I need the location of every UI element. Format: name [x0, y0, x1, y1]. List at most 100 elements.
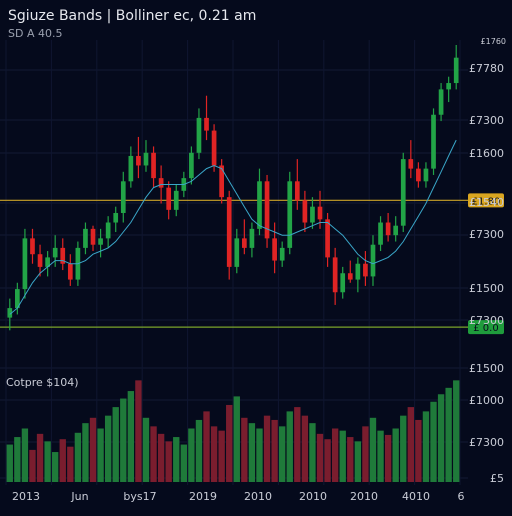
x-tick-label: 2010 [299, 490, 327, 503]
candle-body [302, 200, 308, 223]
candle-body [22, 238, 28, 290]
volume-bar [377, 430, 384, 482]
candle-body [173, 190, 179, 210]
volume-bar [127, 391, 135, 482]
candle-body [45, 257, 50, 267]
candle-body [453, 57, 459, 84]
volume-bar [44, 441, 51, 482]
volume-bar [271, 419, 278, 482]
candle-body [347, 273, 353, 280]
candle-body [15, 289, 20, 309]
volume-bar [400, 415, 407, 482]
candle-body [340, 273, 346, 293]
volume-bar [6, 444, 13, 482]
x-tick-label: 6 [458, 490, 465, 503]
candle-body [211, 130, 217, 166]
volume-bar [36, 433, 44, 482]
moving-average-line [9, 139, 457, 315]
candle-body [37, 254, 43, 267]
chart-title: Sgiuze Bands | Bolliner ec, 0.21 am [8, 8, 257, 24]
candle-body [400, 159, 406, 226]
volume-bar [203, 411, 210, 482]
horizontal-line-badge [468, 193, 504, 208]
candle-body [136, 155, 141, 166]
candle-body [120, 181, 126, 214]
candle-body [204, 117, 209, 131]
x-tick-label: 2013 [12, 490, 40, 503]
volume-bar [89, 417, 97, 482]
candle-body [226, 197, 232, 267]
candle-body [67, 263, 73, 280]
volume-bar [339, 430, 346, 482]
volume-bar [263, 415, 271, 482]
volume-bar [173, 437, 180, 482]
horizontal-line-label: £ 0.0 [473, 323, 498, 334]
volume-bar [188, 428, 195, 482]
horizontal-lines: £1.80 £ 0.0 [0, 193, 504, 335]
candle-body [257, 181, 262, 229]
volume-bar [74, 432, 82, 482]
volume-bar [97, 428, 104, 482]
candle-body [60, 247, 66, 264]
volume-bar [67, 446, 74, 482]
volume-bar [279, 426, 286, 482]
candle-body [143, 152, 149, 166]
candle-body [408, 159, 414, 169]
volume-bar [422, 411, 430, 482]
candle-body [113, 213, 119, 223]
volume-bar [210, 426, 218, 482]
candle-body [355, 263, 361, 280]
candle-body [446, 83, 451, 90]
volume-bar [14, 437, 21, 482]
candle-body [219, 165, 224, 198]
candle-body [166, 187, 172, 210]
volume-bar [316, 433, 324, 482]
volume-bar [165, 441, 172, 482]
volume-bar [415, 419, 422, 482]
volume-bar [112, 407, 119, 482]
x-tick-label: 4010 [402, 490, 430, 503]
y-top-label: £1760 [481, 37, 506, 46]
x-tick-label: 2010 [244, 490, 272, 503]
volume-bar [233, 396, 240, 482]
y-tick-label: £7780 [469, 62, 504, 75]
volume-tick-label: £1000 [469, 394, 504, 407]
candle-body [52, 247, 58, 258]
candle-body [423, 168, 429, 182]
volume-bar [157, 433, 165, 482]
volume-bar [392, 428, 399, 482]
candle-body [416, 168, 421, 182]
horizontal-line-badge [468, 320, 504, 335]
axis-labels: £1760 £7780 £7300 £1600 £1540 £7300 £1500 £7300… [12, 37, 506, 503]
candle-body [264, 181, 270, 239]
candle-body [279, 247, 285, 261]
volume-bar [180, 444, 187, 482]
volume-bar [21, 428, 29, 482]
candle-body [242, 238, 247, 248]
candle-body [7, 308, 13, 318]
volume-bar [104, 415, 112, 482]
candle-body [287, 181, 293, 248]
candle-body [234, 238, 240, 267]
candle-body [370, 244, 376, 277]
moving-average [9, 139, 457, 315]
volume-bar [29, 449, 36, 482]
volume-bar [301, 415, 309, 482]
volume-bar [362, 426, 369, 482]
volume-bar [59, 439, 66, 482]
x-tick-label: Jun [70, 490, 88, 503]
candle-body [385, 222, 391, 236]
volume-label: Cotpre $104) [6, 376, 79, 389]
volume-bar [453, 380, 460, 482]
candle-body [431, 114, 436, 169]
candle-body [151, 152, 156, 179]
y-tick-label: £7300 [469, 114, 504, 127]
y-tick-label: £1540 [469, 196, 504, 209]
y-tick-label: £1600 [469, 147, 504, 160]
volume-bar [82, 423, 89, 482]
candles [7, 45, 459, 331]
volume-bar [331, 428, 339, 482]
candle-body [196, 117, 202, 153]
volume-bar [384, 434, 392, 482]
